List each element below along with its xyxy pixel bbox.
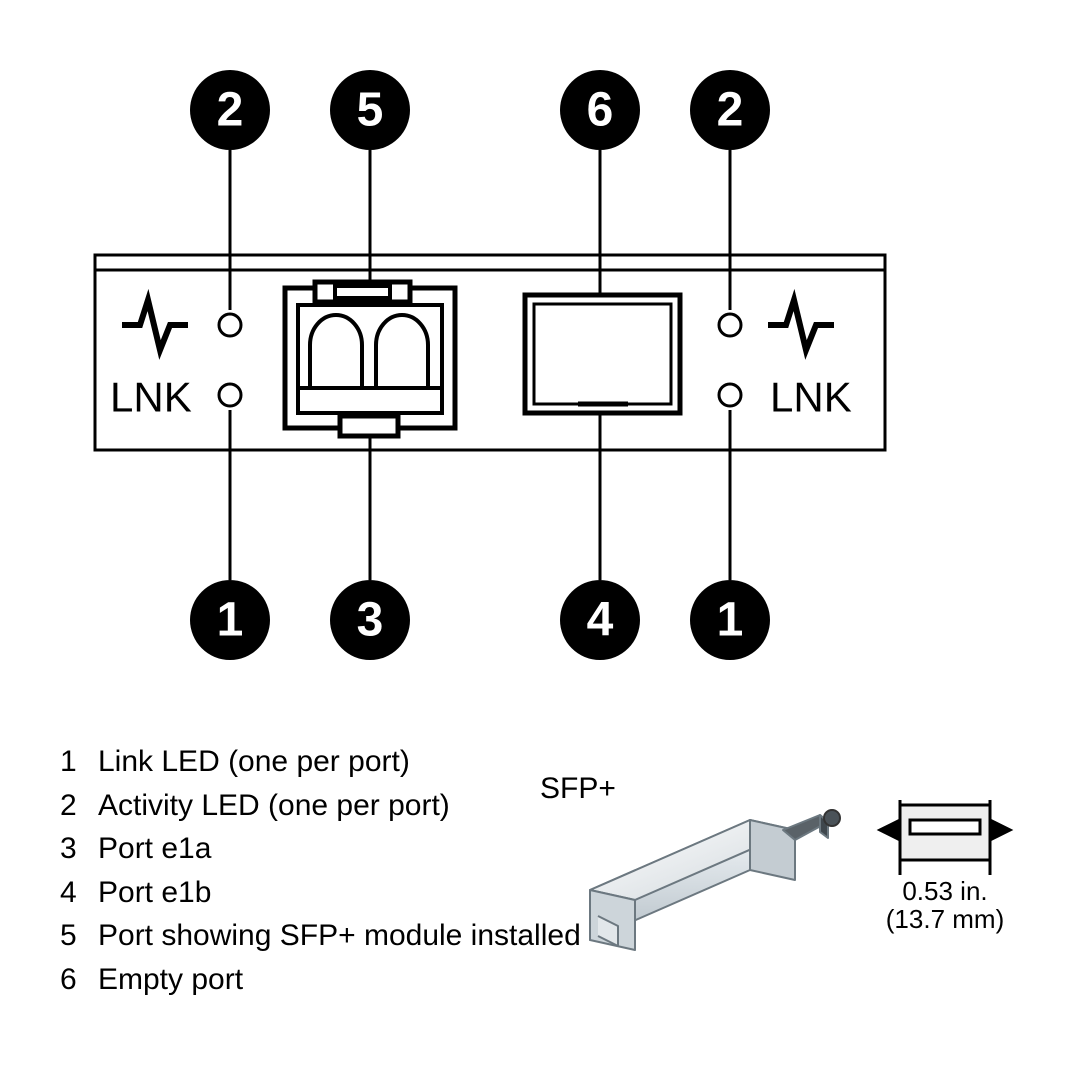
link-led-left — [219, 384, 241, 406]
svg-text:2: 2 — [217, 84, 244, 137]
callout-bottom-1-right: 1 — [690, 580, 770, 660]
dimension-inches: 0.53 in. — [902, 876, 987, 906]
legend-text: Port e1b — [98, 871, 211, 915]
callout-bottom-3: 3 — [330, 580, 410, 660]
callout-top-6: 6 — [560, 70, 640, 150]
port-diagram: LNK LNK — [0, 0, 1080, 720]
legend: 1 Link LED (one per port) 2 Activity LED… — [60, 740, 581, 1001]
dimension-mm: (13.7 mm) — [886, 904, 1004, 934]
sfp-label: SFP+ — [540, 772, 616, 806]
lnk-label-left: LNK — [110, 374, 192, 421]
panel-outline — [95, 255, 885, 450]
sfp-module-block: SFP+ — [520, 760, 1040, 980]
link-led-right — [719, 384, 741, 406]
activity-icon — [122, 300, 188, 350]
svg-text:2: 2 — [717, 84, 744, 137]
activity-led-right — [719, 314, 741, 336]
svg-text:4: 4 — [587, 594, 614, 647]
port-e1b-empty — [525, 295, 680, 413]
callout-bottom-4: 4 — [560, 580, 640, 660]
legend-row: 5 Port showing SFP+ module installed — [60, 914, 581, 958]
svg-text:6: 6 — [587, 84, 614, 137]
legend-num: 4 — [60, 871, 80, 915]
legend-text: Port e1a — [98, 827, 211, 871]
left-led-group: LNK — [110, 300, 241, 421]
activity-led-left — [219, 314, 241, 336]
sfp-module-icon — [590, 810, 840, 950]
legend-text: Empty port — [98, 958, 243, 1002]
port-e1a-sfp-installed — [285, 282, 455, 436]
legend-text: Port showing SFP+ module installed — [98, 914, 581, 958]
legend-text: Activity LED (one per port) — [98, 784, 450, 828]
callout-top-5: 5 — [330, 70, 410, 150]
svg-text:1: 1 — [717, 594, 744, 647]
legend-row: 6 Empty port — [60, 958, 581, 1002]
dimension-drawing: 0.53 in. (13.7 mm) — [880, 800, 1010, 934]
legend-num: 1 — [60, 740, 80, 784]
callout-top-2-left: 2 — [190, 70, 270, 150]
legend-text: Link LED (one per port) — [98, 740, 410, 784]
legend-row: 4 Port e1b — [60, 871, 581, 915]
callout-top-2-right: 2 — [690, 70, 770, 150]
activity-icon — [768, 300, 834, 350]
diagram-page: LNK LNK — [0, 0, 1080, 1080]
legend-num: 5 — [60, 914, 80, 958]
legend-num: 3 — [60, 827, 80, 871]
svg-text:3: 3 — [357, 594, 384, 647]
callout-bottom-1-left: 1 — [190, 580, 270, 660]
right-led-group: LNK — [719, 300, 852, 421]
svg-text:5: 5 — [357, 84, 384, 137]
lnk-label-right: LNK — [770, 374, 852, 421]
legend-row: 1 Link LED (one per port) — [60, 740, 581, 784]
svg-text:1: 1 — [217, 594, 244, 647]
legend-num: 2 — [60, 784, 80, 828]
legend-row: 2 Activity LED (one per port) — [60, 784, 581, 828]
legend-num: 6 — [60, 958, 80, 1002]
legend-row: 3 Port e1a — [60, 827, 581, 871]
leader-lines-bottom — [230, 410, 730, 580]
